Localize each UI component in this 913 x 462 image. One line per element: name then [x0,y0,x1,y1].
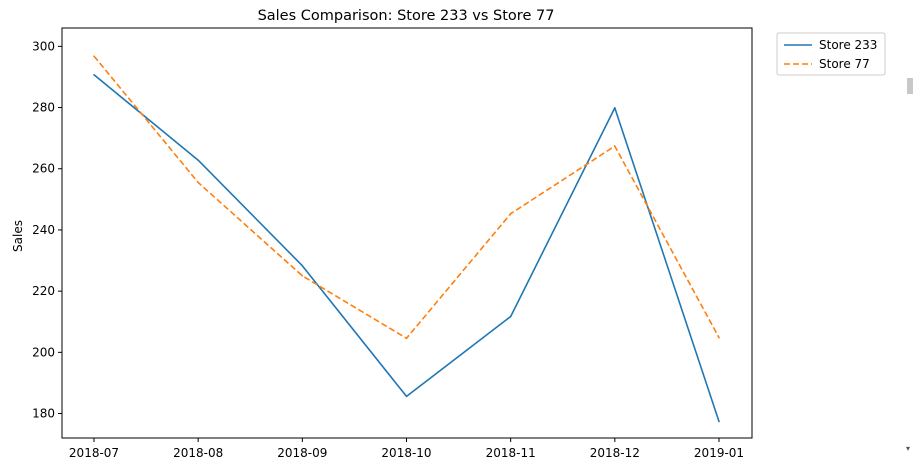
chart-title: Sales Comparison: Store 233 vs Store 77 [258,8,555,24]
data-point [301,264,304,267]
y-tick-label: 220 [32,284,55,298]
x-tick-label: 2018-09 [277,446,327,460]
data-point [405,395,408,398]
y-tick-label: 300 [32,39,55,53]
x-tick-label: 2018-10 [381,446,431,460]
legend-entry: Store 77 [819,57,870,71]
plot-frame [61,27,753,439]
y-tick-label: 180 [32,407,55,421]
data-point [197,159,199,161]
data-point [614,107,616,109]
chevron-down-icon[interactable]: ▾ [906,444,911,453]
x-tick-label: 2018-11 [486,446,536,460]
y-tick-label: 260 [32,162,55,176]
y-tick-label: 280 [32,101,55,115]
legend: Store 233 Store 77 [776,32,886,76]
series-lines [93,55,720,423]
data-point [718,420,720,423]
legend-entry: Store 233 [819,38,877,52]
x-tick-label: 2018-12 [590,446,640,460]
series-line-store-77 [93,55,720,340]
data-point [93,55,95,57]
x-tick-label: 2018-08 [173,446,223,460]
data-point [405,337,408,340]
series-line-store-233 [93,74,720,422]
y-axis-label: Sales [11,220,25,252]
data-point [718,336,720,339]
axis-ticks: 180 200 220 240 260 280 300 2018-07 2018-08 2018-… [32,39,744,460]
scrollbar-thumb[interactable] [907,78,913,94]
data-point [93,74,95,76]
x-tick-label: 2019-01 [694,446,744,460]
data-point [614,145,616,147]
data-point [509,212,512,215]
y-tick-label: 200 [32,345,55,359]
data-point [301,275,304,277]
data-point [509,315,512,318]
data-point [197,181,199,184]
x-tick-label: 2018-07 [69,446,119,460]
y-tick-label: 240 [32,223,55,237]
